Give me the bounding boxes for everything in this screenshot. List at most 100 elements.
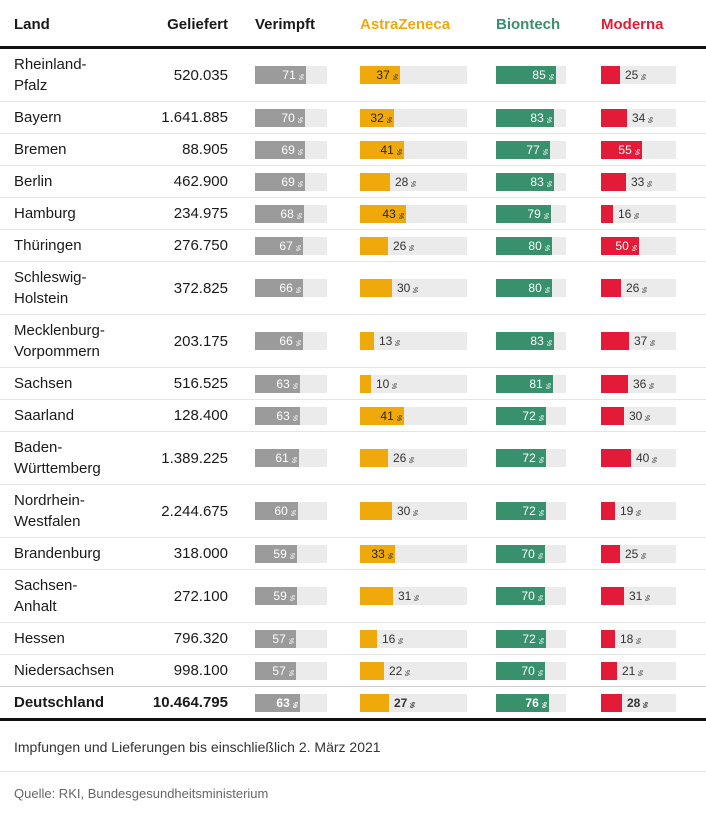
percent-icon: % xyxy=(411,286,419,294)
astrazeneca-bar-cell: 22% xyxy=(360,661,467,680)
percent-icon: % xyxy=(536,637,544,644)
verimpft-bar-track: 69% xyxy=(255,172,327,191)
land-name: Rheinland- Pfalz xyxy=(14,56,87,94)
verimpft-bar-value: 59% xyxy=(255,545,297,563)
moderna-bar-fill xyxy=(601,693,622,712)
biontech-bar-value: 72% xyxy=(496,449,546,467)
moderna-bar-value: 36% xyxy=(633,375,654,393)
biontech-bar-value: 83% xyxy=(496,109,554,127)
verimpft-bar-value: 70% xyxy=(255,109,305,127)
moderna-bar-fill xyxy=(601,140,642,159)
verimpft-bar-cell: 68% xyxy=(255,204,327,223)
land-name: Brandenburg xyxy=(14,545,101,562)
verimpft-bar-fill xyxy=(255,66,306,84)
moderna-bar-track: 28% xyxy=(601,693,676,712)
percent-icon: % xyxy=(289,456,297,464)
moderna-bar-track: 25% xyxy=(601,544,676,563)
moderna-bar-value: 40% xyxy=(636,449,657,467)
moderna-bar-value: 16% xyxy=(618,205,639,223)
biontech-bar-fill xyxy=(496,587,545,605)
verimpft-bar-fill xyxy=(255,140,305,159)
verimpft-bar-cell: 63% xyxy=(255,374,327,393)
verimpft-bar-value: 66% xyxy=(255,332,303,350)
biontech-bar-value: 80% xyxy=(496,237,552,255)
percent-icon: % xyxy=(646,116,654,123)
table-row: Brandenburg 318.000 59% 33% 70% 25% xyxy=(0,537,706,569)
moderna-bar-value: 33% xyxy=(631,173,652,191)
footnote: Impfungen und Lieferungen bis einschließ… xyxy=(14,739,381,755)
astrazeneca-bar-track: 32% xyxy=(360,108,467,127)
verimpft-bar-fill xyxy=(255,544,297,563)
astrazeneca-bar-value: 26% xyxy=(393,449,414,467)
verimpft-bar-track: 61% xyxy=(255,449,327,467)
moderna-bar-value: 55% xyxy=(601,141,642,159)
astrazeneca-bar-cell: 37% xyxy=(360,66,467,84)
biontech-bar-fill xyxy=(496,279,552,297)
biontech-bar-track: 85% xyxy=(496,66,566,84)
verimpft-bar-track: 57% xyxy=(255,629,327,648)
geliefert-value: 1.641.885 xyxy=(161,109,228,126)
percent-icon: % xyxy=(643,594,651,602)
verimpft-bar-fill xyxy=(255,449,299,467)
table-row: Hessen 796.320 57% 16% 72% 18% xyxy=(0,622,706,654)
astrazeneca-bar-value: 26% xyxy=(393,237,414,255)
astrazeneca-bar-value: 13% xyxy=(379,332,400,350)
verimpft-bar-cell: 59% xyxy=(255,587,327,605)
percent-icon: % xyxy=(535,552,543,559)
biontech-bar-cell: 83% xyxy=(496,172,566,191)
astrazeneca-bar-value: 22% xyxy=(389,662,410,680)
col-header-moderna: Moderna xyxy=(601,16,664,33)
percent-icon: % xyxy=(294,212,302,219)
percent-icon: % xyxy=(536,509,544,517)
percent-icon: % xyxy=(287,594,295,602)
astrazeneca-bar-fill xyxy=(360,406,404,425)
moderna-bar-track: 21% xyxy=(601,661,676,680)
moderna-bar-fill xyxy=(601,236,639,255)
biontech-bar-fill xyxy=(496,502,546,520)
percent-icon: % xyxy=(536,456,544,464)
percent-icon: % xyxy=(288,509,296,517)
percent-icon: % xyxy=(647,382,655,389)
col-header-biontech: Biontech xyxy=(496,16,561,33)
biontech-bar-track: 72% xyxy=(496,449,566,467)
percent-icon: % xyxy=(287,552,295,559)
table-header: Land Geliefert Verimpft AstraZeneca Bion… xyxy=(0,6,706,49)
biontech-bar-fill xyxy=(496,661,545,680)
moderna-bar-fill xyxy=(601,332,629,350)
biontech-bar-track: 72% xyxy=(496,406,566,425)
verimpft-bar-cell: 66% xyxy=(255,332,327,350)
astrazeneca-bar-track: 33% xyxy=(360,544,467,563)
percent-icon: % xyxy=(394,414,402,421)
geliefert-value: 234.975 xyxy=(173,205,228,222)
land-name: Baden- Württemberg xyxy=(14,439,101,477)
percent-icon: % xyxy=(412,594,420,602)
moderna-bar-value: 26% xyxy=(626,279,647,297)
land-name: Bremen xyxy=(14,141,67,158)
moderna-bar-cell: 26% xyxy=(601,279,676,297)
biontech-bar-fill xyxy=(496,406,546,425)
astrazeneca-bar-track: 43% xyxy=(360,204,467,223)
moderna-bar-value: 25% xyxy=(625,66,646,84)
geliefert-value: 462.900 xyxy=(173,173,228,190)
land-name: Schleswig- Holstein xyxy=(14,269,87,307)
biontech-bar-value: 72% xyxy=(496,502,546,520)
percent-icon: % xyxy=(385,552,393,559)
percent-icon: % xyxy=(643,414,651,421)
moderna-bar-cell: 36% xyxy=(601,374,676,393)
verimpft-bar-track: 59% xyxy=(255,544,327,563)
moderna-bar-fill xyxy=(601,661,617,680)
footer-divider xyxy=(0,771,706,772)
astrazeneca-bar-value: 41% xyxy=(360,407,404,425)
astrazeneca-bar-fill xyxy=(360,502,392,520)
astrazeneca-bar-value: 32% xyxy=(360,109,394,127)
moderna-bar-fill xyxy=(601,629,615,648)
percent-icon: % xyxy=(295,180,303,187)
astrazeneca-bar-value: 33% xyxy=(360,545,395,563)
percent-icon: % xyxy=(286,669,294,676)
biontech-bar-cell: 83% xyxy=(496,332,566,350)
percent-icon: % xyxy=(634,509,642,517)
biontech-bar-fill xyxy=(496,332,554,350)
biontech-bar-cell: 72% xyxy=(496,502,566,520)
biontech-bar-cell: 70% xyxy=(496,661,566,680)
biontech-bar-value: 80% xyxy=(496,279,552,297)
